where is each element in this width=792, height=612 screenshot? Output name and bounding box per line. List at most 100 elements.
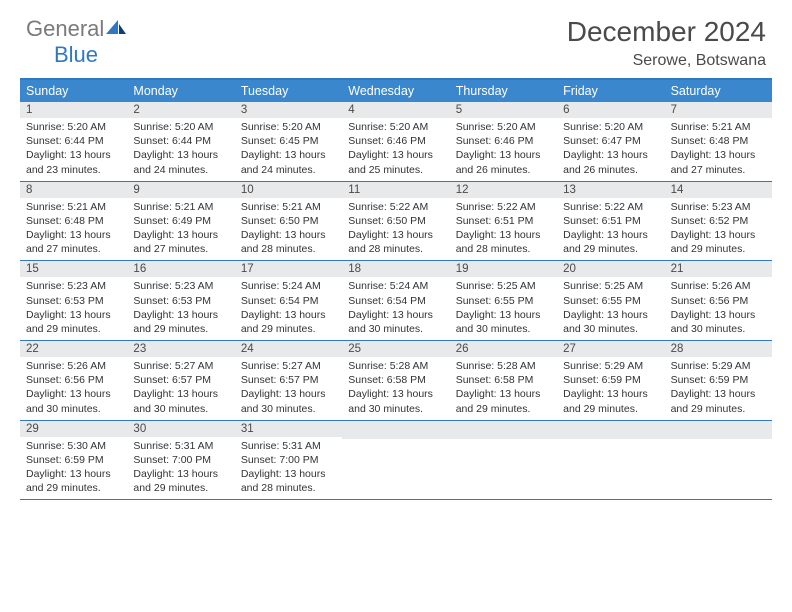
calendar-cell: 18Sunrise: 5:24 AMSunset: 6:54 PMDayligh… xyxy=(342,261,449,340)
cell-body: Sunrise: 5:30 AMSunset: 6:59 PMDaylight:… xyxy=(20,437,127,500)
date-number: 2 xyxy=(127,102,234,118)
logo-text: General Blue xyxy=(26,16,128,68)
cell-body: Sunrise: 5:25 AMSunset: 6:55 PMDaylight:… xyxy=(557,277,664,340)
logo-word2: Blue xyxy=(54,42,98,67)
cell-line-day1: Daylight: 13 hours xyxy=(563,308,658,322)
date-number: 28 xyxy=(665,341,772,357)
date-number: 23 xyxy=(127,341,234,357)
date-number: 13 xyxy=(557,182,664,198)
logo-word1: General xyxy=(26,16,104,41)
cell-line-day1: Daylight: 13 hours xyxy=(563,387,658,401)
cell-line-day1: Daylight: 13 hours xyxy=(133,308,228,322)
cell-line-day2: and 28 minutes. xyxy=(241,481,336,495)
calendar-cell: 7Sunrise: 5:21 AMSunset: 6:48 PMDaylight… xyxy=(665,102,772,181)
header: General Blue December 2024 Serowe, Botsw… xyxy=(20,16,772,78)
cell-line-sunset: Sunset: 6:51 PM xyxy=(456,214,551,228)
cell-body: Sunrise: 5:27 AMSunset: 6:57 PMDaylight:… xyxy=(235,357,342,420)
calendar-cell: 21Sunrise: 5:26 AMSunset: 6:56 PMDayligh… xyxy=(665,261,772,340)
calendar-cell xyxy=(557,421,664,500)
date-number: 22 xyxy=(20,341,127,357)
cell-line-sunset: Sunset: 6:52 PM xyxy=(671,214,766,228)
cell-line-sunset: Sunset: 6:48 PM xyxy=(671,134,766,148)
cell-line-sunset: Sunset: 6:57 PM xyxy=(133,373,228,387)
cell-line-sunrise: Sunrise: 5:20 AM xyxy=(133,120,228,134)
cell-line-day1: Daylight: 13 hours xyxy=(671,148,766,162)
day-header: Thursday xyxy=(450,80,557,102)
calendar-cell: 31Sunrise: 5:31 AMSunset: 7:00 PMDayligh… xyxy=(235,421,342,500)
cell-line-sunset: Sunset: 6:56 PM xyxy=(26,373,121,387)
calendar-cell: 23Sunrise: 5:27 AMSunset: 6:57 PMDayligh… xyxy=(127,341,234,420)
cell-line-sunset: Sunset: 7:00 PM xyxy=(241,453,336,467)
cell-line-sunset: Sunset: 6:55 PM xyxy=(563,294,658,308)
cell-line-day1: Daylight: 13 hours xyxy=(133,467,228,481)
cell-line-sunset: Sunset: 6:53 PM xyxy=(26,294,121,308)
cell-body: Sunrise: 5:20 AMSunset: 6:44 PMDaylight:… xyxy=(20,118,127,181)
calendar-cell: 29Sunrise: 5:30 AMSunset: 6:59 PMDayligh… xyxy=(20,421,127,500)
date-number: 21 xyxy=(665,261,772,277)
cell-line-day1: Daylight: 13 hours xyxy=(671,387,766,401)
cell-line-day2: and 30 minutes. xyxy=(348,402,443,416)
day-header: Wednesday xyxy=(342,80,449,102)
day-header: Sunday xyxy=(20,80,127,102)
cell-line-day1: Daylight: 13 hours xyxy=(133,387,228,401)
cell-line-sunrise: Sunrise: 5:21 AM xyxy=(671,120,766,134)
calendar-cell xyxy=(342,421,449,500)
cell-line-sunset: Sunset: 6:53 PM xyxy=(133,294,228,308)
week-row: 29Sunrise: 5:30 AMSunset: 6:59 PMDayligh… xyxy=(20,421,772,501)
cell-body: Sunrise: 5:27 AMSunset: 6:57 PMDaylight:… xyxy=(127,357,234,420)
cell-line-sunrise: Sunrise: 5:28 AM xyxy=(348,359,443,373)
calendar-cell: 11Sunrise: 5:22 AMSunset: 6:50 PMDayligh… xyxy=(342,182,449,261)
cell-body: Sunrise: 5:20 AMSunset: 6:47 PMDaylight:… xyxy=(557,118,664,181)
cell-line-day1: Daylight: 13 hours xyxy=(456,228,551,242)
cell-body xyxy=(342,439,449,495)
day-header-row: Sunday Monday Tuesday Wednesday Thursday… xyxy=(20,80,772,102)
cell-body: Sunrise: 5:23 AMSunset: 6:53 PMDaylight:… xyxy=(127,277,234,340)
date-number xyxy=(342,421,449,439)
cell-line-sunrise: Sunrise: 5:20 AM xyxy=(26,120,121,134)
cell-line-day1: Daylight: 13 hours xyxy=(26,228,121,242)
cell-body: Sunrise: 5:20 AMSunset: 6:46 PMDaylight:… xyxy=(450,118,557,181)
cell-line-day2: and 29 minutes. xyxy=(456,402,551,416)
logo-sail-icon xyxy=(104,18,128,41)
cell-line-sunrise: Sunrise: 5:24 AM xyxy=(241,279,336,293)
cell-line-day2: and 29 minutes. xyxy=(563,402,658,416)
cell-line-sunrise: Sunrise: 5:22 AM xyxy=(456,200,551,214)
week-row: 8Sunrise: 5:21 AMSunset: 6:48 PMDaylight… xyxy=(20,182,772,262)
cell-body: Sunrise: 5:31 AMSunset: 7:00 PMDaylight:… xyxy=(127,437,234,500)
cell-line-sunrise: Sunrise: 5:26 AM xyxy=(671,279,766,293)
date-number: 14 xyxy=(665,182,772,198)
date-number xyxy=(557,421,664,439)
cell-line-sunrise: Sunrise: 5:29 AM xyxy=(671,359,766,373)
cell-line-day1: Daylight: 13 hours xyxy=(456,148,551,162)
weeks-container: 1Sunrise: 5:20 AMSunset: 6:44 PMDaylight… xyxy=(20,102,772,500)
calendar-cell: 12 Sunrise: 5:22 AMSunset: 6:51 PMDayligh… xyxy=(450,182,557,261)
cell-line-day2: and 30 minutes. xyxy=(348,322,443,336)
date-number: 18 xyxy=(342,261,449,277)
cell-line-day1: Daylight: 13 hours xyxy=(348,148,443,162)
calendar-cell: 20Sunrise: 5:25 AMSunset: 6:55 PMDayligh… xyxy=(557,261,664,340)
calendar-cell: 5Sunrise: 5:20 AMSunset: 6:46 PMDaylight… xyxy=(450,102,557,181)
date-number: 24 xyxy=(235,341,342,357)
cell-body: Sunrise: 5:25 AMSunset: 6:55 PMDaylight:… xyxy=(450,277,557,340)
cell-line-day2: and 28 minutes. xyxy=(456,242,551,256)
date-number: 17 xyxy=(235,261,342,277)
calendar-cell: 27Sunrise: 5:29 AMSunset: 6:59 PMDayligh… xyxy=(557,341,664,420)
date-number: 11 xyxy=(342,182,449,198)
calendar-cell: 24Sunrise: 5:27 AMSunset: 6:57 PMDayligh… xyxy=(235,341,342,420)
cell-line-sunrise: Sunrise: 5:22 AM xyxy=(348,200,443,214)
day-header: Monday xyxy=(127,80,234,102)
cell-line-sunset: Sunset: 7:00 PM xyxy=(133,453,228,467)
date-number: 31 xyxy=(235,421,342,437)
cell-line-sunset: Sunset: 6:58 PM xyxy=(456,373,551,387)
cell-line-sunrise: Sunrise: 5:20 AM xyxy=(456,120,551,134)
date-number: 12 xyxy=(450,182,557,198)
cell-line-sunrise: Sunrise: 5:26 AM xyxy=(26,359,121,373)
cell-line-day1: Daylight: 13 hours xyxy=(456,387,551,401)
cell-body: Sunrise: 5:21 AMSunset: 6:50 PMDaylight:… xyxy=(235,198,342,261)
calendar-cell: 15Sunrise: 5:23 AMSunset: 6:53 PMDayligh… xyxy=(20,261,127,340)
day-header: Tuesday xyxy=(235,80,342,102)
cell-line-day2: and 30 minutes. xyxy=(563,322,658,336)
cell-line-sunset: Sunset: 6:57 PM xyxy=(241,373,336,387)
cell-line-day1: Daylight: 13 hours xyxy=(671,308,766,322)
cell-line-sunrise: Sunrise: 5:21 AM xyxy=(26,200,121,214)
